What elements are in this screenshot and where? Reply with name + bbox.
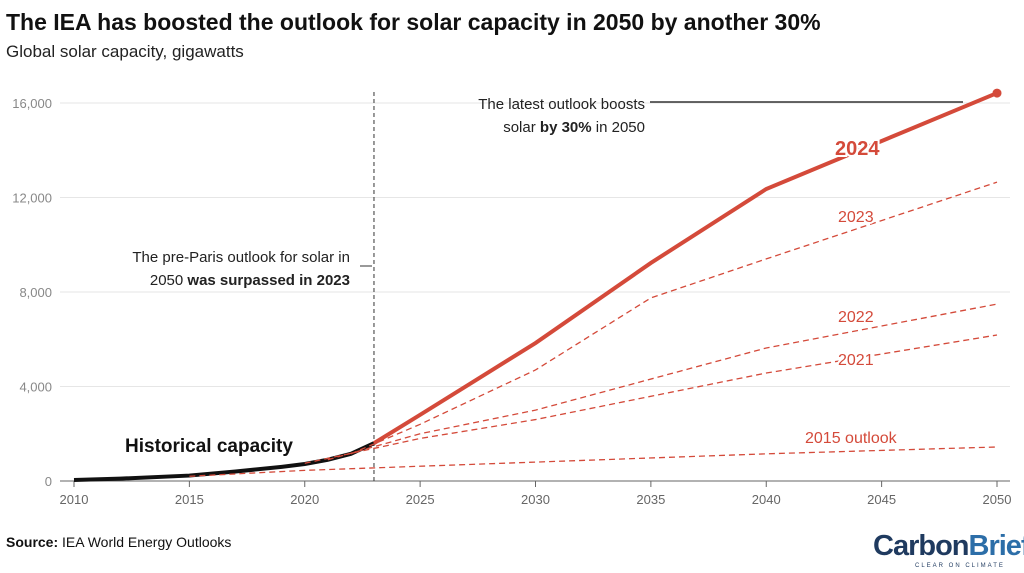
annotation-paris-line2: 2050 was surpassed in 2023 <box>150 272 350 289</box>
x-tick-label: 2035 <box>636 492 665 507</box>
annotation-paris-line1: The pre-Paris outlook for solar in <box>132 249 350 266</box>
x-tick-label: 2030 <box>521 492 550 507</box>
annotation-latest-line1: The latest outlook boosts <box>478 96 645 113</box>
series-line-2021 <box>304 334 998 464</box>
series-label: 2021 <box>838 352 874 369</box>
series-line-2024 <box>372 91 998 445</box>
series-line-2023 <box>350 181 998 455</box>
chart-title: The IEA has boosted the outlook for sola… <box>6 9 821 35</box>
series-label: 2024 <box>835 138 880 160</box>
y-tick-label: 4,000 <box>19 380 52 395</box>
source-note: Source: IEA World Energy Outlooks <box>6 534 231 550</box>
y-tick-label: 16,000 <box>12 96 52 111</box>
x-tick-label: 2040 <box>752 492 781 507</box>
series-line-2015-outlook <box>189 446 998 477</box>
series-label: 2023 <box>838 209 874 226</box>
series-line-2022 <box>327 303 998 461</box>
x-tick-label: 2020 <box>290 492 319 507</box>
annotation-text: 2050 <box>150 272 188 289</box>
x-tick-label: 2025 <box>406 492 435 507</box>
x-tick-label: 2010 <box>60 492 89 507</box>
annotation-text: solar <box>503 119 540 136</box>
carbonbrief-logo: CarbonBrief CLEAR ON CLIMATE <box>873 530 1024 569</box>
chart-subtitle: Global solar capacity, gigawatts <box>6 42 244 61</box>
x-tick-label: 2050 <box>983 492 1012 507</box>
svg-text:CarbonBrief: CarbonBrief <box>873 530 1024 562</box>
x-tick-label: 2045 <box>867 492 896 507</box>
y-tick-label: 0 <box>45 474 52 489</box>
x-tick-label: 2015 <box>175 492 204 507</box>
endpoint-marker <box>992 88 1002 98</box>
series-label: Historical capacity <box>125 436 293 457</box>
series-label: 2022 <box>838 309 874 326</box>
annotation-latest-line2: solar by 30% in 2050 <box>503 119 645 136</box>
annotation-emphasis: was surpassed in 2023 <box>186 272 350 289</box>
annotation-emphasis: by 30% <box>540 119 592 136</box>
annotation-text: in 2050 <box>592 119 645 136</box>
svg-text:CLEAR ON CLIMATE: CLEAR ON CLIMATE <box>915 563 1005 569</box>
y-tick-label: 12,000 <box>12 191 52 206</box>
y-tick-label: 8,000 <box>19 285 52 300</box>
series-label: 2015 outlook <box>805 430 898 447</box>
